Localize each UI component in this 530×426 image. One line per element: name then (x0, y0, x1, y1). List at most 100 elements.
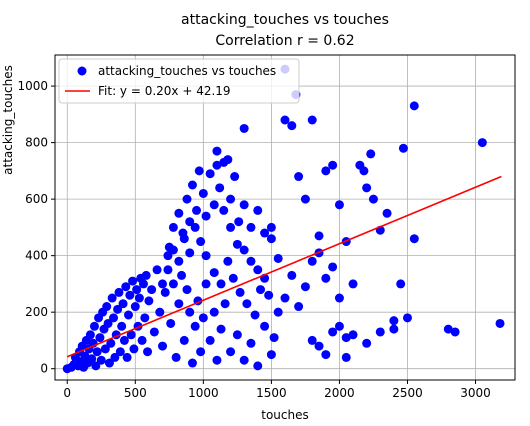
scatter-point (294, 172, 304, 182)
scatter-point (250, 310, 260, 320)
scatter-point (209, 268, 219, 278)
scatter-point (246, 256, 256, 266)
scatter-point (228, 273, 238, 283)
scatter-point (216, 324, 226, 334)
scatter-point (196, 347, 206, 357)
scatter-point (130, 302, 140, 312)
scatter-point (103, 318, 113, 328)
scatter-point (398, 143, 408, 153)
scatter-point (168, 279, 178, 289)
scatter-point (280, 293, 290, 303)
scatter-point (194, 166, 204, 176)
scatter-point (280, 115, 290, 125)
scatter-point (185, 307, 195, 317)
scatter-point (109, 313, 119, 323)
scatter-point (328, 327, 338, 337)
scatter-point (321, 350, 331, 360)
scatter-point (119, 335, 129, 345)
scatter-point (307, 256, 317, 266)
scatter-points (62, 64, 505, 374)
scatter-point (163, 251, 173, 261)
scatter-point (273, 307, 283, 317)
y-tick-label: 1000 (17, 79, 48, 93)
x-axis-label: touches (261, 408, 309, 422)
scatter-point (234, 217, 244, 227)
y-tick-label: 0 (40, 362, 48, 376)
scatter-point (182, 285, 192, 295)
scatter-point (368, 194, 378, 204)
scatter-point (260, 228, 270, 238)
scatter-point (246, 222, 256, 232)
scatter-point (100, 344, 110, 354)
scatter-point (179, 234, 189, 244)
scatter-point (198, 188, 208, 198)
scatter-point (205, 335, 215, 345)
scatter-point (132, 285, 142, 295)
scatter-point (219, 205, 229, 215)
scatter-point (348, 330, 358, 340)
scatter-point (219, 157, 229, 167)
scatter-point (235, 287, 245, 297)
scatter-point (182, 194, 192, 204)
chart-title: attacking_touches vs touches (181, 12, 389, 28)
scatter-point (187, 180, 197, 190)
y-tick-label: 200 (25, 305, 48, 319)
scatter-point (321, 273, 331, 283)
y-tick-label: 800 (25, 136, 48, 150)
scatter-point (232, 330, 242, 340)
scatter-point (106, 338, 116, 348)
scatter-point (341, 333, 351, 343)
x-tick-label: 1000 (188, 386, 219, 400)
scatter-point (118, 299, 128, 309)
scatter-point (158, 341, 168, 351)
scatter-point (179, 335, 189, 345)
y-tick-label: 600 (25, 192, 48, 206)
scatter-point (212, 146, 222, 156)
scatter-point (443, 324, 453, 334)
scatter-point (362, 183, 372, 193)
scatter-point (226, 194, 236, 204)
scatter-point (450, 327, 460, 337)
scatter-point (174, 208, 184, 218)
scatter-point (239, 123, 249, 133)
scatter-point (168, 245, 178, 255)
scatter-point (122, 352, 132, 362)
scatter-point (209, 200, 219, 210)
scatter-point (477, 138, 487, 148)
plot-area-frame (54, 54, 516, 381)
scatter-point (226, 347, 236, 357)
scatter-point (107, 293, 117, 303)
scatter-point (155, 307, 165, 317)
scatter-point (185, 248, 195, 258)
scatter-point (389, 324, 399, 334)
scatter-point (138, 279, 148, 289)
legend-label-fit: Fit: y = 0.20x + 42.19 (98, 84, 231, 98)
legend-box (58, 58, 300, 104)
scatter-point (121, 282, 131, 292)
scatter-point (389, 316, 399, 326)
scatter-point (402, 313, 412, 323)
y-axis-ticks: 0 200 400 600 800 1000 (17, 79, 55, 376)
scatter-point (171, 352, 181, 362)
scatter-point (125, 290, 135, 300)
scatter-point (307, 115, 317, 125)
scatter-point (134, 293, 144, 303)
x-axis-ticks: 0 500 1000 1500 2000 2500 3000 (63, 380, 491, 400)
scatter-point (143, 347, 153, 357)
scatter-point (307, 335, 317, 345)
scatter-point (160, 287, 170, 297)
scatter-point (409, 234, 419, 244)
scatter-point (264, 290, 274, 300)
scatter-point (328, 262, 338, 272)
scatter-point (102, 302, 112, 312)
scatter-point (396, 279, 406, 289)
scatter-point (80, 351, 90, 361)
scatter-point (87, 354, 97, 364)
scatter-point (321, 166, 331, 176)
scatter-point (158, 279, 168, 289)
scatter-point (117, 321, 127, 331)
scatter-point (215, 183, 225, 193)
scatter-point (110, 352, 120, 362)
scatter-point (266, 234, 276, 244)
scatter-point (226, 222, 236, 232)
